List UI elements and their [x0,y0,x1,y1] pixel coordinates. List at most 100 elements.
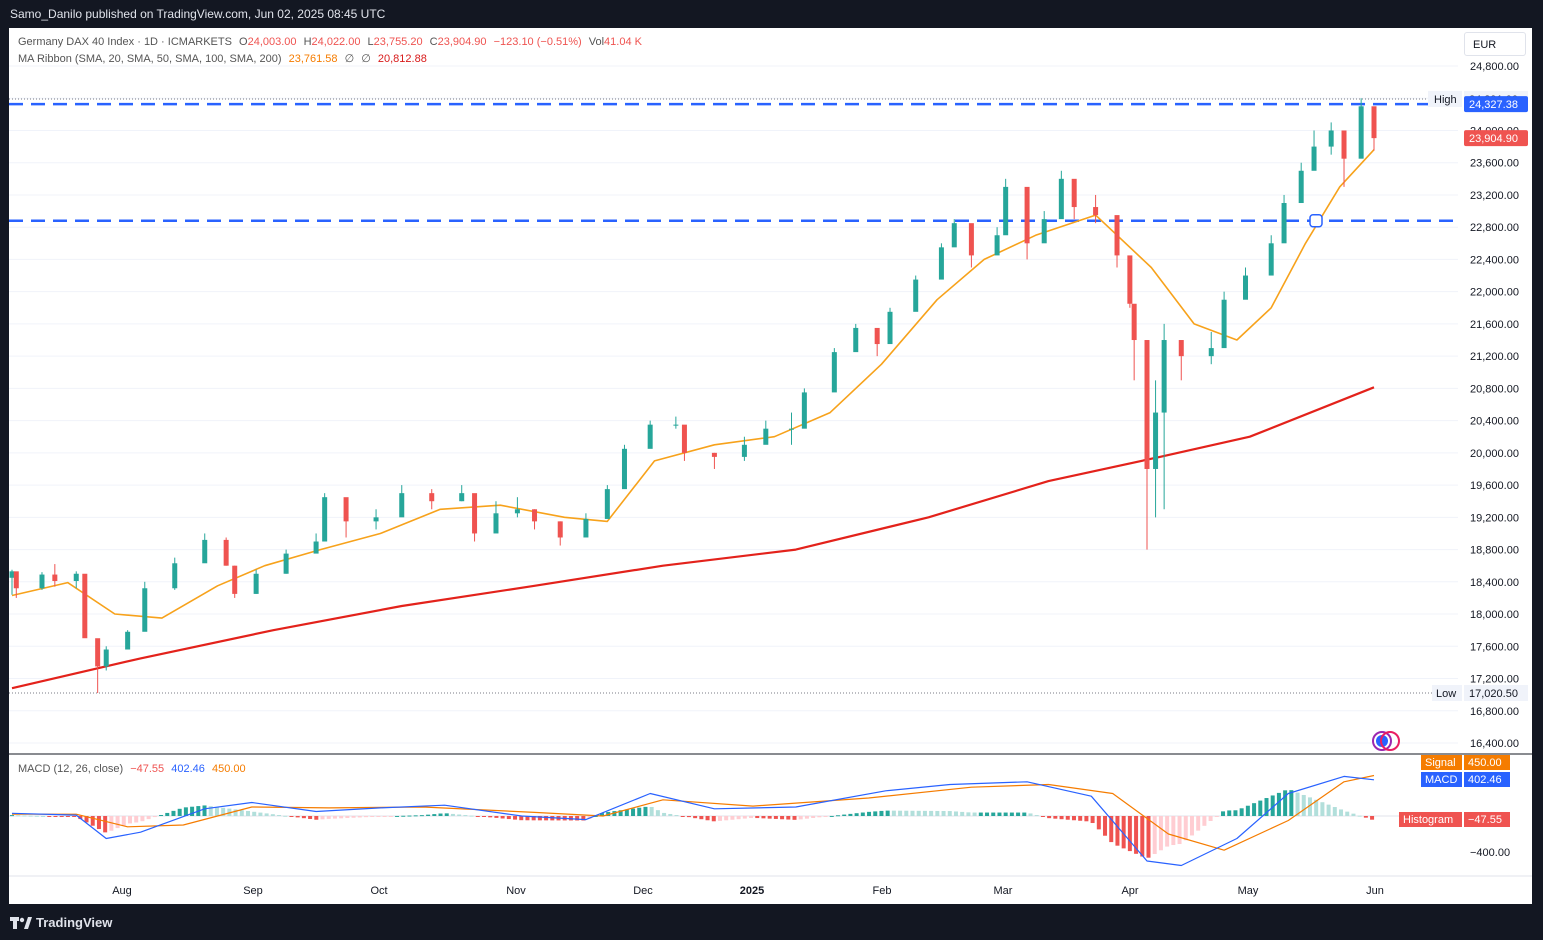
macd-histogram-bar [1034,815,1039,817]
macd-histogram-bar [811,816,816,818]
macd-histogram-bar [1028,813,1033,816]
candle-body [399,493,405,518]
low-value: 17,020.50 [1469,688,1518,700]
candle-body [52,574,58,582]
macd-histogram-bar [388,816,393,817]
macd-histogram-bar [301,816,306,819]
macd-histogram-bar [1264,798,1269,816]
macd-histogram-bar [469,815,474,817]
macd-histogram-bar [1053,816,1058,819]
candle-body [1093,207,1099,216]
candle-body [172,563,178,589]
macd-histogram-bar [463,815,468,817]
macd-histogram-bar [1140,816,1145,857]
histogram-badge-value-bg [1464,812,1510,827]
close-value: 23,904.90 [437,36,487,48]
macd-histogram-bar [680,816,685,817]
macd-histogram-bar [221,807,226,816]
candle-body [1298,170,1304,204]
last-price-tag-bg [1464,130,1528,147]
price-tick-label: 17,200.00 [1470,674,1519,686]
macd-histogram-bar [202,805,207,816]
macd-histogram-bar [277,814,282,816]
macd-histogram-bar [786,816,791,820]
histogram-badge-value: −47.55 [1468,814,1502,826]
macd-histogram-bar [867,811,872,816]
tradingview-logo[interactable]: TradingView [10,915,112,930]
candle-body [313,541,319,554]
macd-tick-label: −400.00 [1470,847,1510,859]
signal-badge-label: Signal [1425,757,1456,769]
pane-settings-icon[interactable] [1372,731,1400,751]
axes: 24,800.0024,400.0024,000.0023,600.0023,2… [112,61,1528,897]
macd-histogram-bar [264,813,269,816]
price-tick-label: 16,400.00 [1470,738,1519,750]
currency-button[interactable]: EUR [1464,32,1526,56]
macd-histogram-bar [904,810,909,816]
macd-histogram-bar [947,811,952,816]
macd-histogram-bar [41,815,46,817]
candle-body [789,428,795,430]
macd-histogram-bar [245,811,250,816]
macd-histogram-bar [426,814,431,816]
macd-histogram-bar [134,816,139,823]
macd-histogram-bar [450,813,455,816]
candle-body [1161,340,1167,413]
macd-histogram-bar [1022,812,1027,816]
macd-histogram-bar [1183,816,1188,841]
macd-histogram-bar [1370,816,1375,820]
open-label: O [239,36,248,48]
high-tag-label: High [1434,94,1457,106]
macd-histogram-bar [655,810,660,816]
candle-body [532,509,538,522]
macd-histogram-bar [879,810,884,816]
macd-histogram-bar [127,816,132,824]
macd-histogram-bar [1040,816,1045,817]
macd-histogram-bar [773,816,778,819]
time-tick-label: 2025 [740,885,764,897]
candle-body [472,493,478,534]
chart-frame[interactable] [9,28,1532,904]
macd-histogram-bar [1003,812,1008,816]
candle-body [604,489,610,519]
macd-histogram-bar [214,806,219,816]
macd-pane [9,774,1458,867]
symbol-legend: Germany DAX 40 Index · 1D · ICMARKETS O2… [18,36,642,48]
high-tag-bg [1428,90,1462,107]
macd-histogram-bar [506,816,511,820]
tradingview-logo-icon [10,916,32,929]
macd-histogram-bar [401,815,406,817]
macd-histogram-bar [780,816,785,820]
macd-histogram-bar [1258,800,1263,816]
candle-body [1131,303,1137,341]
macd-histogram-bar [96,816,101,830]
horizontal-levels [9,98,1458,694]
macd-histogram-bar [1227,810,1232,816]
macd-histogram-bar [742,816,747,819]
macd-histogram-bar [183,807,188,816]
macd-histogram-bar [599,813,604,816]
candle-body [673,424,679,426]
candle-body [459,493,465,502]
macd-histogram-bar [1252,803,1257,816]
macd-histogram-bar [966,812,971,816]
macd-histogram-bar [1146,816,1151,858]
macd-histogram-bar [1239,808,1244,816]
macd-histogram-bar [270,814,275,816]
candle-body [9,571,15,578]
macd-histogram-bar [326,816,331,819]
candle-body [951,223,957,248]
macd-histogram-bar [929,810,934,816]
macd-histogram-bar [916,810,921,816]
macd-histogram-bar [1016,812,1021,816]
price-tick-label: 23,200.00 [1470,190,1519,202]
macd-histogram-bar [525,816,530,821]
macd-histogram-bar [208,806,213,816]
price-tick-label: 21,600.00 [1470,319,1519,331]
macd-hist-value: −47.55 [130,763,165,775]
macd-histogram-bar [308,816,313,819]
candle-body [1058,178,1064,220]
macd-histogram-bar [1320,802,1325,816]
macd-histogram-bar [1134,816,1139,854]
